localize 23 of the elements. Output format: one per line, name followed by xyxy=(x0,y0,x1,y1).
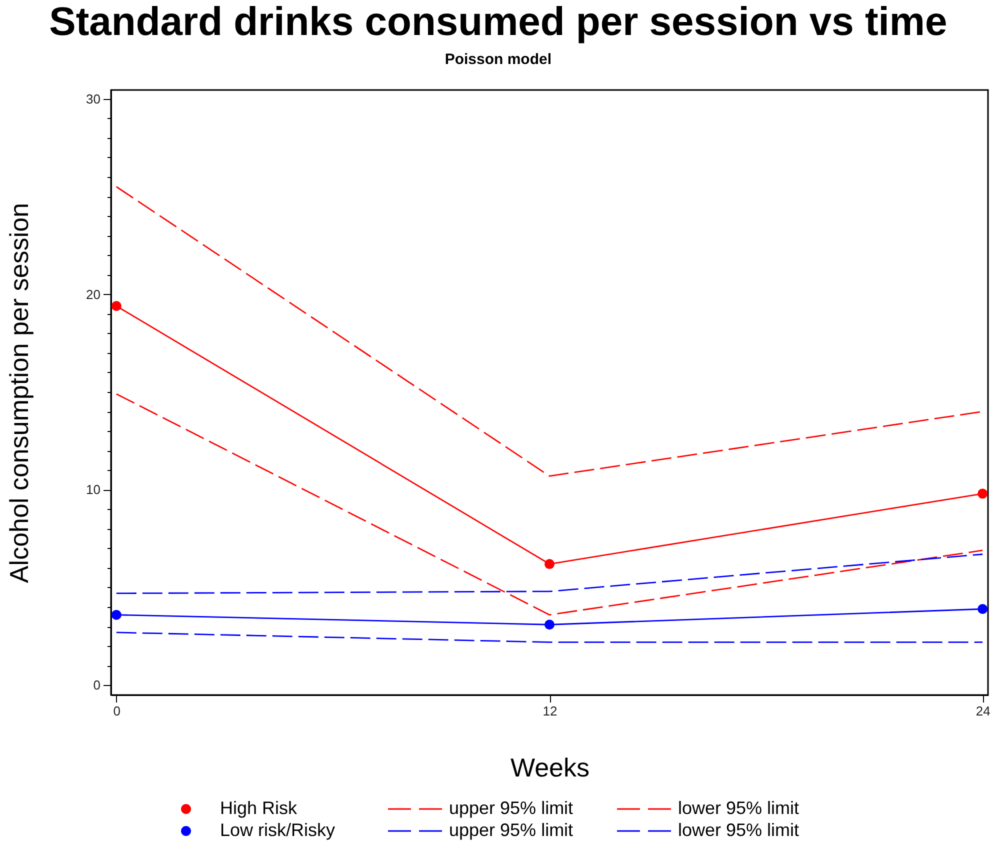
y-axis-title: Alcohol consumption per session xyxy=(4,202,34,584)
point xyxy=(111,301,122,311)
x-tick-label: 24 xyxy=(976,704,990,718)
legend-label: lower 95% limit xyxy=(678,798,800,818)
y-tick-label: 0 xyxy=(93,678,100,693)
chart-title: Standard drinks consumed per session vs time xyxy=(49,0,948,44)
x-tick-label: 12 xyxy=(542,704,558,718)
legend-label: upper 95% limit xyxy=(449,820,574,840)
y-tick-label: 10 xyxy=(86,482,100,498)
legend-label: Low risk/Risky xyxy=(220,820,336,840)
y-tick-label: 20 xyxy=(86,286,100,302)
legend-label: High Risk xyxy=(220,798,298,818)
y-tick-label: 30 xyxy=(86,91,100,106)
chart-subtitle: Poisson model xyxy=(444,51,552,68)
x-tick-label: 0 xyxy=(113,704,121,718)
point xyxy=(544,620,554,630)
point xyxy=(111,610,122,620)
point xyxy=(978,488,988,499)
legend-label: lower 95% limit xyxy=(678,820,800,840)
x-axis-title: Weeks xyxy=(510,752,590,782)
point xyxy=(544,559,554,570)
legend-label: upper 95% limit xyxy=(449,798,574,818)
point xyxy=(978,604,988,614)
